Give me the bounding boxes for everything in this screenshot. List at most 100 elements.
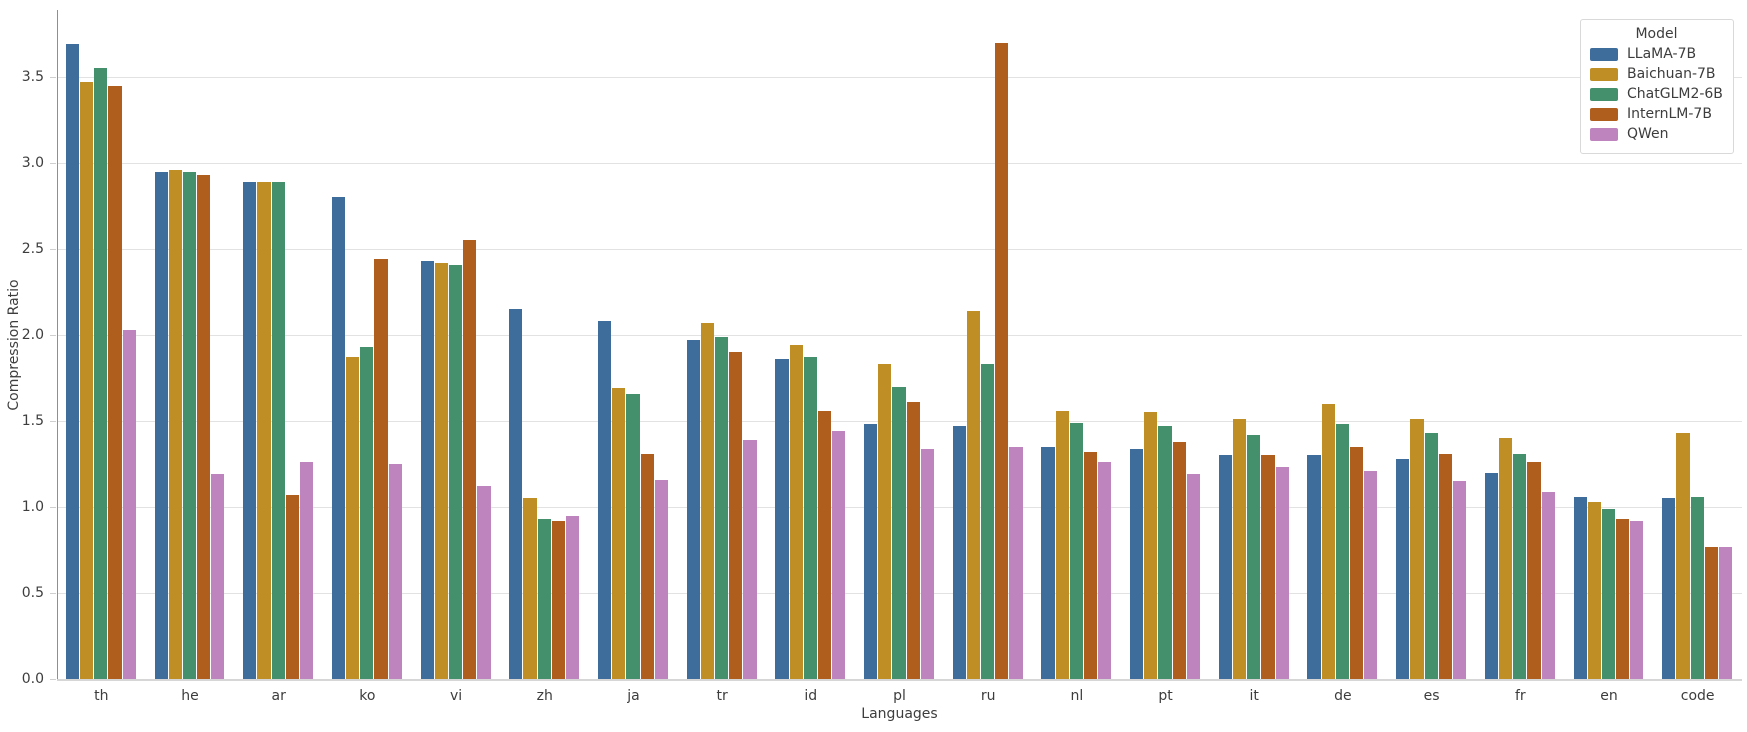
x-tick-label-fr: fr — [1514, 688, 1526, 704]
x-tick-label-es: es — [1423, 688, 1440, 704]
y-tick-mark-0.0 — [50, 678, 56, 680]
bar-llama-7b-it — [1218, 455, 1232, 679]
bar-baichuan-7b-code — [1676, 433, 1690, 679]
bar-baichuan-7b-en — [1587, 501, 1601, 679]
bar-qwen-th — [122, 329, 136, 679]
bar-llama-7b-id — [775, 359, 789, 679]
bar-internlm-7b-ar — [285, 494, 299, 679]
x-axis-line — [57, 679, 1742, 681]
bar-internlm-7b-it — [1261, 455, 1275, 679]
bar-qwen-it — [1275, 467, 1289, 679]
x-tick-label-en: en — [1600, 688, 1618, 704]
bar-qwen-ru — [1009, 446, 1023, 679]
legend-item-label: Baichuan-7B — [1627, 66, 1716, 82]
x-tick-label-ja: ja — [627, 688, 640, 704]
x-tick-label-id: id — [804, 688, 818, 704]
x-tick-label-ru: ru — [980, 688, 996, 704]
bar-llama-7b-en — [1573, 496, 1587, 679]
bar-qwen-ko — [388, 464, 402, 679]
x-tick-label-tr: tr — [716, 688, 728, 704]
y-tick-label-0.0: 0.0 — [21, 671, 44, 687]
y-tick-mark-2.0 — [50, 334, 56, 336]
bar-llama-7b-ar — [243, 181, 257, 679]
bar-chatglm2-6b-id — [803, 357, 817, 679]
bar-chatglm2-6b-en — [1601, 508, 1616, 679]
bar-chatglm2-6b-zh — [537, 519, 551, 679]
bar-chatglm2-6b-es — [1424, 433, 1438, 679]
bar-chatglm2-6b-pt — [1158, 426, 1172, 679]
bar-internlm-7b-en — [1616, 519, 1630, 679]
bar-chatglm2-6b-vi — [448, 264, 463, 679]
bar-chatglm2-6b-ar — [271, 181, 285, 679]
x-axis-title: Languages — [861, 706, 938, 722]
bar-internlm-7b-pt — [1172, 441, 1186, 679]
bar-chatglm2-6b-code — [1690, 496, 1704, 679]
bar-chatglm2-6b-fr — [1513, 453, 1527, 679]
bar-llama-7b-es — [1396, 458, 1410, 679]
bar-llama-7b-ja — [597, 321, 612, 679]
x-tick-label-code: code — [1680, 688, 1715, 704]
bar-chatglm2-6b-he — [182, 171, 197, 679]
bar-internlm-7b-es — [1438, 453, 1452, 679]
bar-baichuan-7b-ru — [966, 310, 981, 679]
bar-baichuan-7b-pt — [1144, 412, 1158, 679]
bar-chatglm2-6b-tr — [715, 336, 729, 679]
legend-swatch-internlm-7b — [1590, 107, 1618, 121]
bar-internlm-7b-code — [1704, 546, 1718, 679]
bar-internlm-7b-pl — [906, 402, 920, 679]
bar-baichuan-7b-ar — [257, 181, 271, 679]
y-axis-line — [57, 10, 58, 679]
x-tick-label-pl: pl — [893, 688, 906, 704]
x-tick-label-zh: zh — [536, 688, 553, 704]
bar-llama-7b-fr — [1484, 472, 1498, 679]
bar-internlm-7b-ko — [374, 259, 388, 679]
bar-internlm-7b-zh — [551, 520, 566, 679]
bar-qwen-pt — [1186, 474, 1201, 679]
bar-internlm-7b-he — [197, 175, 211, 679]
bar-qwen-fr — [1541, 491, 1555, 679]
x-tick-label-vi: vi — [449, 688, 463, 704]
bar-internlm-7b-fr — [1527, 462, 1541, 679]
x-tick-label-pt: pt — [1158, 688, 1173, 704]
y-axis-title: Compression Ratio — [6, 278, 22, 411]
x-tick-label-de: de — [1334, 688, 1352, 704]
bar-qwen-ar — [299, 462, 314, 679]
bar-llama-7b-de — [1307, 455, 1321, 679]
legend-item-llama-7b: LLaMA-7B — [1590, 46, 1723, 62]
bar-llama-7b-nl — [1041, 446, 1055, 679]
bar-baichuan-7b-id — [789, 345, 803, 679]
y-tick-mark-3.5 — [50, 76, 56, 78]
bar-chatglm2-6b-de — [1335, 424, 1349, 679]
bar-baichuan-7b-vi — [434, 262, 448, 679]
legend-item-chatglm2-6b: ChatGLM2-6B — [1590, 86, 1723, 102]
bar-llama-7b-he — [154, 171, 168, 679]
bar-baichuan-7b-nl — [1055, 410, 1069, 679]
bar-internlm-7b-th — [108, 85, 122, 679]
bar-qwen-ja — [654, 479, 668, 679]
bar-llama-7b-ko — [331, 197, 346, 679]
y-gridline-2.5 — [57, 248, 1742, 250]
y-tick-label-2.0: 2.0 — [21, 327, 44, 344]
bar-chatglm2-6b-th — [94, 68, 108, 679]
bar-chatglm2-6b-pl — [892, 386, 906, 679]
bar-chatglm2-6b-it — [1247, 434, 1261, 679]
x-tick-label-ko: ko — [359, 688, 376, 704]
bar-qwen-es — [1452, 481, 1467, 679]
y-tick-mark-3.0 — [50, 162, 56, 164]
bar-baichuan-7b-it — [1232, 419, 1247, 679]
bar-internlm-7b-ru — [995, 42, 1009, 679]
legend-item-baichuan-7b: Baichuan-7B — [1590, 66, 1723, 82]
bar-llama-7b-tr — [686, 340, 700, 679]
bar-qwen-he — [211, 474, 225, 679]
x-tick-label-it: it — [1249, 688, 1259, 704]
y-gridline-3.5 — [57, 76, 1742, 78]
bar-baichuan-7b-th — [80, 82, 94, 679]
y-tick-label-3.5: 3.5 — [21, 69, 44, 86]
legend-title: Model — [1635, 26, 1678, 42]
bar-llama-7b-pl — [864, 424, 878, 679]
bar-qwen-nl — [1098, 462, 1112, 679]
x-tick-label-nl: nl — [1070, 688, 1084, 704]
bar-baichuan-7b-de — [1321, 403, 1335, 679]
y-tick-label-0.5: 0.5 — [21, 585, 44, 601]
